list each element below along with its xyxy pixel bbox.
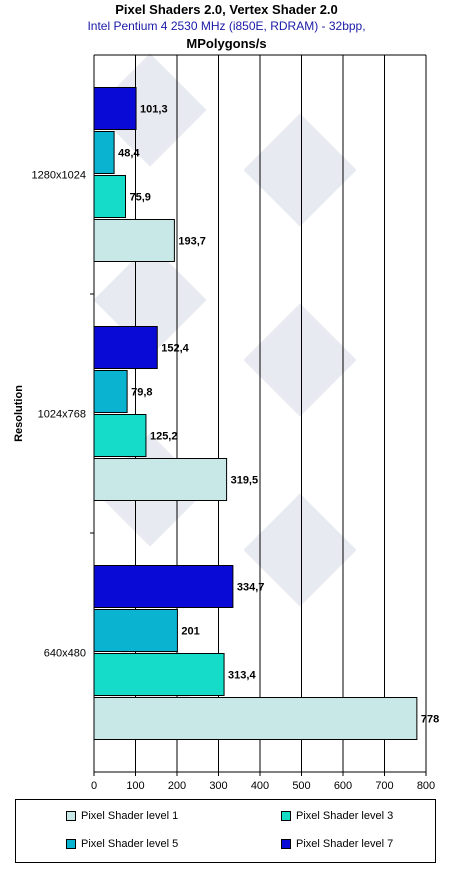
chart-title: Pixel Shaders 2.0, Vertex Shader 2.0: [115, 2, 338, 17]
legend-swatch: [66, 811, 76, 821]
x-tick-label: 200: [168, 780, 186, 792]
chart-subtitle: Intel Pentium 4 2530 MHz (i850E, RDRAM) …: [87, 19, 366, 33]
bar: [93, 370, 128, 413]
x-tick-label: 600: [334, 780, 352, 792]
data-label: 334,7: [237, 582, 265, 594]
x-tick-label: 0: [91, 780, 97, 792]
x-tick-label: 500: [292, 780, 310, 792]
bar: [93, 87, 137, 130]
watermark-shape: [243, 303, 357, 417]
bar: [93, 175, 126, 218]
bar: [93, 219, 175, 262]
watermark-shape: [93, 53, 207, 167]
y-tick-label: 640x480: [44, 648, 86, 660]
y-tick-label: 1280x1024: [32, 170, 86, 182]
data-label: 48,4: [118, 148, 140, 160]
data-label: 79,8: [131, 387, 152, 399]
data-label: 778: [421, 714, 439, 726]
y-tick-label: 1024x768: [38, 409, 86, 421]
x-tick-label: 300: [209, 780, 227, 792]
legend-swatch: [281, 811, 291, 821]
bar: [93, 697, 418, 740]
legend-item: Pixel Shader level 3: [281, 810, 393, 822]
bar: [93, 326, 158, 369]
x-tick-label: 800: [417, 780, 435, 792]
legend-swatch: [66, 839, 76, 849]
chart-legend: Pixel Shader level 1 Pixel Shader level 3…: [15, 799, 436, 863]
data-label: 313,4: [228, 670, 256, 682]
bar: [93, 609, 178, 652]
bar: [93, 653, 225, 696]
chart-unit: MPolygons/s: [186, 36, 267, 51]
data-label: 319,5: [231, 475, 259, 487]
legend-item: Pixel Shader level 5: [66, 838, 178, 850]
watermark-shape: [243, 113, 357, 227]
bar: [93, 565, 234, 608]
bar: [93, 458, 228, 501]
bar: [93, 414, 147, 457]
legend-label: Pixel Shader level 3: [296, 810, 394, 822]
data-label: 101,3: [140, 104, 168, 116]
legend-label: Pixel Shader level 5: [81, 838, 179, 850]
data-label: 125,2: [150, 431, 178, 443]
legend-label: Pixel Shader level 7: [296, 838, 394, 850]
legend-swatch: [281, 839, 291, 849]
data-label: 152,4: [161, 343, 189, 355]
data-label: 193,7: [178, 236, 206, 248]
legend-item: Pixel Shader level 1: [66, 810, 178, 822]
y-axis-label: Resolution: [13, 385, 25, 442]
bar: [93, 131, 115, 174]
x-tick-label: 400: [251, 780, 269, 792]
x-tick-label: 700: [375, 780, 393, 792]
data-label: 201: [181, 626, 199, 638]
x-tick-label: 100: [126, 780, 144, 792]
legend-item: Pixel Shader level 7: [281, 838, 393, 850]
bar-chart: 0 100 200 300 400 500 600 700 800 1280x1024 101,3 4…: [13, 53, 439, 792]
legend-label: Pixel Shader level 1: [81, 810, 179, 822]
data-label: 75,9: [129, 192, 150, 204]
